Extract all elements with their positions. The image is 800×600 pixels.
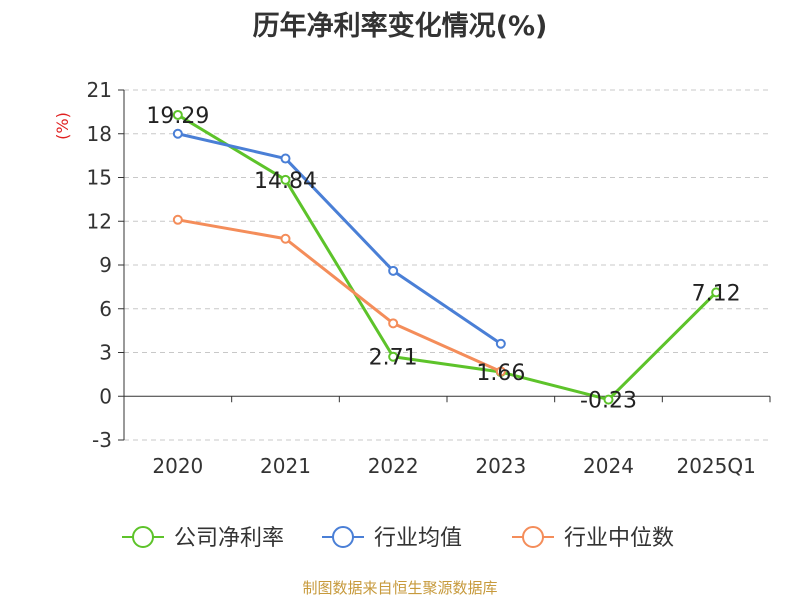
y-tick-label: 9 xyxy=(99,253,112,277)
y-tick-label: 12 xyxy=(87,209,112,233)
data-label: 2.71 xyxy=(369,346,418,371)
y-tick-label: 15 xyxy=(87,166,112,190)
x-tick-label: 2025Q1 xyxy=(676,454,755,478)
series-line xyxy=(177,132,502,345)
legend: 公司净利率 行业均值 行业中位数 xyxy=(122,526,674,551)
series-line xyxy=(177,218,502,373)
data-point xyxy=(495,338,506,349)
legend-label: 行业中位数 xyxy=(564,526,674,551)
data-label: 19.29 xyxy=(146,104,209,129)
data-point xyxy=(280,233,291,244)
y-tick-label: 21 xyxy=(87,78,112,102)
y-tick-label: 3 xyxy=(99,341,112,365)
data-label: -0.23 xyxy=(580,389,637,414)
data-point xyxy=(172,128,183,139)
y-tick-label: -3 xyxy=(92,428,112,452)
data-point xyxy=(603,394,614,405)
data-labels: 19.29 14.84 2.71 1.66 -0.23 7.12 xyxy=(146,104,740,414)
data-label: 14.84 xyxy=(254,169,317,194)
legend-label: 行业均值 xyxy=(374,526,462,551)
data-point xyxy=(280,174,291,185)
y-axis-label: (%) xyxy=(53,112,72,140)
legend-marker xyxy=(332,526,354,548)
y-tick-label: 18 xyxy=(87,122,112,146)
x-tick-label: 2021 xyxy=(260,454,311,478)
series-layer xyxy=(172,109,722,405)
data-point xyxy=(711,287,722,298)
x-tick-label: 2023 xyxy=(475,454,526,478)
chart-title: 历年净利率变化情况(%) xyxy=(252,11,548,42)
legend-marker xyxy=(132,526,154,548)
y-tick-label: 6 xyxy=(99,297,112,321)
axes: 21 18 15 12 9 6 3 0 -3 2020 2021 2022 2023 2024 2025Q1… xyxy=(53,78,771,478)
data-point xyxy=(388,318,399,329)
x-tick-label: 2020 xyxy=(152,454,203,478)
data-point xyxy=(495,366,506,377)
x-tick-label: 2024 xyxy=(583,454,634,478)
data-point xyxy=(172,214,183,225)
data-label: 7.12 xyxy=(692,281,741,306)
y-tick-label: 0 xyxy=(99,384,112,408)
data-point xyxy=(172,109,183,120)
legend-label: 公司净利率 xyxy=(174,526,284,551)
data-point xyxy=(280,153,291,164)
data-point xyxy=(388,351,399,362)
series-line xyxy=(177,113,718,402)
x-tick-label: 2022 xyxy=(368,454,419,478)
data-point xyxy=(388,265,399,276)
source-note: 制图数据来自恒生聚源数据库 xyxy=(302,579,498,597)
data-label: 1.66 xyxy=(476,361,525,386)
legend-marker xyxy=(522,526,544,548)
